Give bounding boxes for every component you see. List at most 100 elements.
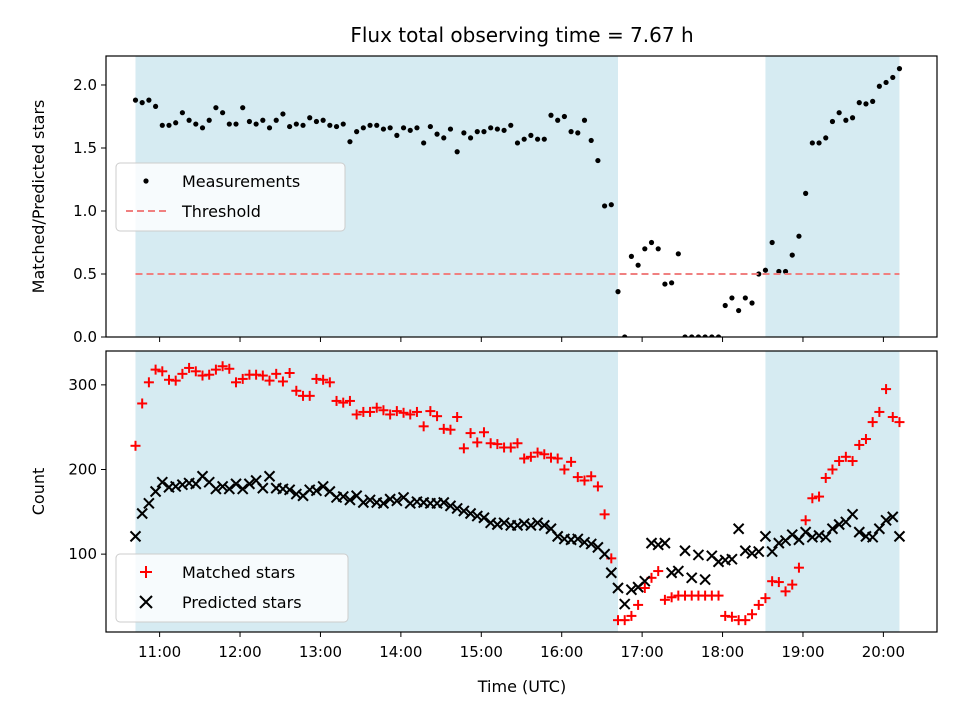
matched-star-point [780,586,791,597]
matched-star-point [633,599,644,610]
predicted-star-point [136,507,148,520]
matched-star-point [217,361,228,372]
predicted-star-point [310,484,323,497]
legend-label: Predicted stars [182,593,302,612]
matched-star-point [653,566,664,577]
measurement-point [414,125,420,131]
measurement-point [441,135,447,141]
predicted-star-point [364,494,376,506]
matched-star-point [532,447,543,458]
x-tick-label: 13:00 [299,643,342,661]
predicted-star-point [873,523,886,535]
predicted-star-point [846,508,859,521]
measurement-point [883,79,889,86]
measurement-point [501,127,507,133]
measurement-point [213,105,219,111]
matched-star-point [445,424,456,435]
predicted-star-point [511,519,524,532]
measurement-point [608,202,614,208]
legend-label: Matched stars [182,563,295,582]
measurement-point [146,97,152,103]
matched-star-point [881,384,892,395]
measurement-point [139,100,145,106]
predicted-star-point [377,497,390,510]
measurement-point [816,140,822,146]
predicted-star-point [679,545,691,557]
measurement-point [622,334,628,337]
measurement-point [454,149,460,155]
y-tick-label: 0.5 [73,265,97,283]
measurement-point [481,129,487,135]
matched-star-point [566,456,577,467]
measurement-point [782,268,789,275]
matched-star-point [304,390,315,401]
measurement-point [467,135,474,141]
measurement-point [132,97,139,103]
predicted-star-point [732,523,745,535]
predicted-star-point [176,479,189,491]
predicted-star-point [786,528,798,541]
measurement-point [253,121,259,127]
matched-star-point [257,370,268,381]
matched-star-point [271,368,282,379]
measurement-point [749,300,755,306]
measurement-point [307,115,313,121]
measurement-point [769,239,775,246]
measurement-point [541,136,547,142]
measurement-point [581,117,588,123]
measurement-point [508,122,514,128]
measurement-point [260,117,266,123]
measurement-point [400,125,407,131]
matched-star-point [599,509,610,520]
x-tick-label: 15:00 [460,643,503,661]
measurement-point [736,307,742,314]
matched-star-point [787,579,798,590]
chart-title: Flux total observing time = 7.67 h [350,23,693,47]
predicted-star-point [766,545,778,558]
matched-star-point [318,374,329,385]
measurement-point [266,125,273,131]
matched-star-point [760,593,771,604]
matched-star-point [579,475,590,486]
matched-star-point [130,440,141,451]
predicted-star-point [746,547,758,559]
measurement-point [152,103,159,110]
predicted-star-point [283,484,296,496]
predicted-star-point [357,496,370,509]
measurement-point [796,233,802,239]
matched-star-point [170,375,181,386]
measurement-point [206,117,212,123]
measurement-point [394,132,400,138]
predicted-star-point [216,480,229,493]
matched-star-point [626,610,637,621]
matched-star-point [291,385,302,396]
measurement-point [300,122,306,128]
predicted-star-point [612,582,624,594]
measurement-point [293,121,299,127]
predicted-star-point [820,531,832,543]
matched-star-point [519,453,530,464]
predicted-star-point [759,530,772,543]
legend-label: Measurements [182,172,300,191]
predicted-star-point [578,536,591,548]
matched-star-point [773,577,784,588]
measurement-point [273,117,279,123]
matched-star-point [398,407,409,418]
matched-star-point [338,397,349,408]
measurement-point [575,130,581,136]
matched-star-point [277,376,288,387]
predicted-star-point [484,517,497,529]
measurement-point [199,125,206,131]
predicted-star-point [464,507,477,520]
predicted-star-point [210,483,222,495]
measurement-point [896,66,903,72]
predicted-star-point [853,526,865,538]
measurement-point [568,129,574,135]
measurement-point [240,105,246,111]
matched-star-point [190,366,201,377]
predicted-star-point [799,526,812,538]
measurement-point [407,127,413,133]
matched-star-point [539,449,550,460]
predicted-star-point [143,497,155,510]
matched-star-point [753,599,764,610]
